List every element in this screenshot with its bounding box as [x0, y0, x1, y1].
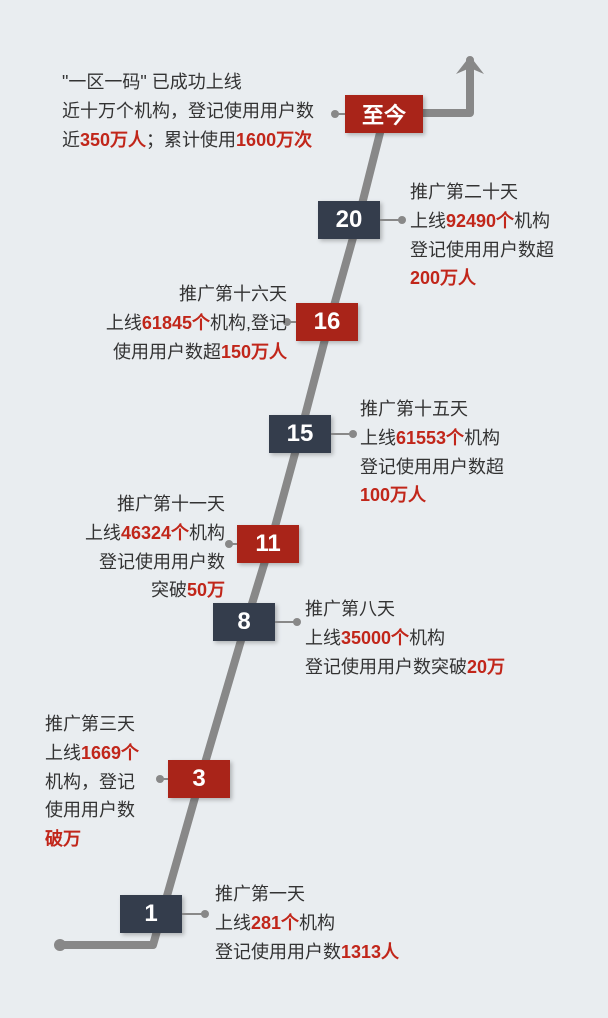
- milestone-d11: 11: [237, 525, 299, 563]
- highlight-value: 61553个: [396, 428, 464, 448]
- highlight-value: 50万: [187, 580, 225, 600]
- highlight-value: 1669个: [81, 743, 139, 763]
- highlight-value: 46324个: [121, 523, 189, 543]
- text-segment: 近: [62, 130, 80, 150]
- text-segment: 登记使用用户数超: [410, 240, 554, 260]
- milestone-label: 15: [287, 420, 314, 448]
- milestone-label: 20: [336, 206, 363, 234]
- milestone-text-d3: 推广第三天上线1669个机构，登记使用用户数破万: [45, 710, 155, 854]
- connector-dot: [349, 430, 357, 438]
- text-segment: 上线: [305, 628, 341, 648]
- text-segment: 机构,登记: [210, 313, 287, 333]
- highlight-value: 150万人: [221, 342, 287, 362]
- highlight-value: 1600万次: [236, 130, 312, 150]
- text-segment: 上线: [360, 428, 396, 448]
- milestone-d20: 20: [318, 201, 380, 239]
- text-segment: 上线: [410, 211, 446, 231]
- text-segment: 使用用户数超: [113, 342, 221, 362]
- text-segment: ；累计使用: [146, 130, 236, 150]
- milestone-d8: 8: [213, 603, 275, 641]
- text-segment: 近十万个机构，登记使用用户数: [62, 101, 314, 121]
- text-segment: 推广第三天: [45, 714, 135, 734]
- text-segment: 使用用户数: [45, 800, 135, 820]
- highlight-value: 35000个: [341, 628, 409, 648]
- text-segment: 登记使用用户数突破: [305, 657, 467, 677]
- connector-dot: [225, 540, 233, 548]
- highlight-value: 破万: [45, 829, 81, 849]
- text-segment: 登记使用用户数超: [360, 457, 504, 477]
- milestone-d3: 3: [168, 760, 230, 798]
- milestone-label: 1: [144, 900, 157, 928]
- highlight-value: 100万人: [360, 485, 426, 505]
- milestone-label: 3: [192, 765, 205, 793]
- connector-dot: [398, 216, 406, 224]
- milestone-d15: 15: [269, 415, 331, 453]
- text-segment: 上线: [215, 913, 251, 933]
- milestone-label: 至今: [362, 98, 406, 130]
- milestone-text-d15: 推广第十五天上线61553个机构登记使用用户数超 100万人: [360, 395, 560, 510]
- text-segment: 机构: [409, 628, 445, 648]
- milestone-text-d16: 推广第十六天上线61845个机构,登记使用用户数超150万人: [62, 280, 287, 366]
- highlight-value: 92490个: [446, 211, 514, 231]
- text-segment: 上线: [85, 523, 121, 543]
- text-segment: 机构: [189, 523, 225, 543]
- milestone-text-d8: 推广第八天上线35000个机构登记使用用户数突破20万: [305, 595, 565, 681]
- highlight-value: 20万: [467, 657, 505, 677]
- text-segment: 登记使用用户数: [99, 552, 225, 572]
- highlight-value: 350万人: [80, 130, 146, 150]
- text-segment: "一区一码" 已成功上线: [62, 72, 242, 92]
- text-segment: 登记使用用户数: [215, 942, 341, 962]
- milestone-label: 11: [255, 530, 280, 558]
- milestone-label: 16: [314, 308, 341, 336]
- text-segment: 推广第一天: [215, 884, 305, 904]
- text-segment: 推广第十一天: [117, 494, 225, 514]
- connector-dot: [156, 775, 164, 783]
- highlight-value: 200万人: [410, 268, 476, 288]
- milestone-today: 至今: [345, 95, 423, 133]
- text-segment: 机构: [299, 913, 335, 933]
- text-segment: 机构，登记: [45, 772, 135, 792]
- connector-dot: [293, 618, 301, 626]
- highlight-value: 61845个: [142, 313, 210, 333]
- milestone-d16: 16: [296, 303, 358, 341]
- highlight-value: 1313人: [341, 942, 399, 962]
- milestone-d1: 1: [120, 895, 182, 933]
- text-segment: 机构: [514, 211, 550, 231]
- text-segment: 机构: [464, 428, 500, 448]
- connector-dot: [201, 910, 209, 918]
- milestone-label: 8: [237, 608, 250, 636]
- text-segment: 上线: [45, 743, 81, 763]
- text-segment: 突破: [151, 580, 187, 600]
- text-segment: 推广第二十天: [410, 182, 518, 202]
- text-segment: 推广第十六天: [179, 284, 287, 304]
- text-segment: 推广第八天: [305, 599, 395, 619]
- milestone-text-d11: 推广第十一天上线46324个机构登记使用用户数突破50万: [70, 490, 225, 605]
- milestone-text-d1: 推广第一天上线281个机构登记使用用户数1313人: [215, 880, 475, 966]
- highlight-value: 281个: [251, 913, 299, 933]
- text-segment: 推广第十五天: [360, 399, 468, 419]
- milestone-text-today: "一区一码" 已成功上线近十万个机构，登记使用用户数近350万人；累计使用160…: [62, 68, 342, 154]
- milestone-text-d20: 推广第二十天上线92490个机构登记使用用户数超 200万人: [410, 178, 590, 293]
- text-segment: 上线: [106, 313, 142, 333]
